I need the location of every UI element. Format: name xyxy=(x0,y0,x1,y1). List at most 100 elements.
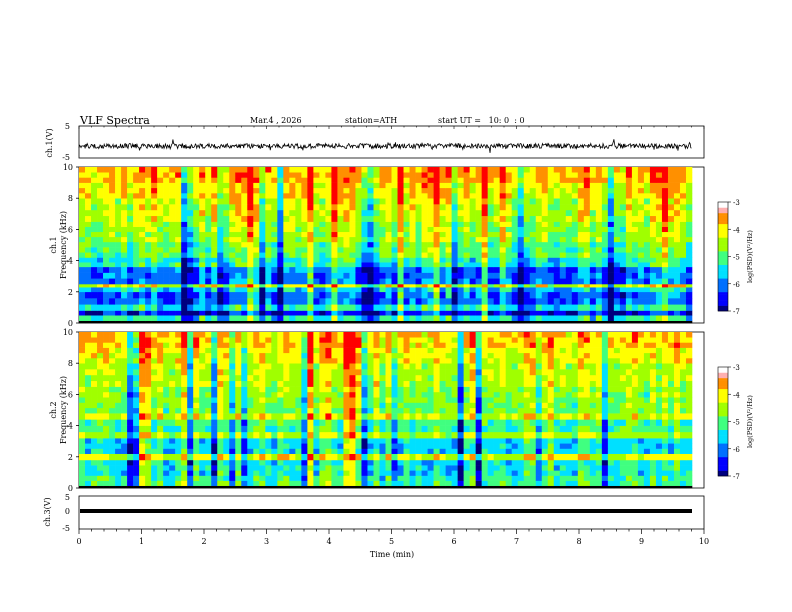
spec2-cells-cell xyxy=(163,470,170,476)
spec1-cells-cell xyxy=(661,221,669,227)
spec1-cells-cell xyxy=(553,262,561,268)
spec1-cells-cell xyxy=(421,236,428,243)
spec1-cells-cell xyxy=(85,193,92,199)
spec2-cells-cell xyxy=(499,453,506,461)
spec1-cells-cell xyxy=(295,167,302,173)
spec1-cells-cell xyxy=(367,262,374,268)
spec1-cells-cell xyxy=(79,182,86,189)
spec1-cells-cell xyxy=(511,247,519,253)
spec2-cells-cell xyxy=(193,431,200,439)
spec1-cells-cell xyxy=(529,298,537,305)
spec1-cells-cell xyxy=(343,221,350,227)
spec1-cells-cell xyxy=(589,204,597,211)
spec1-cells-cell xyxy=(241,215,248,222)
spec1-cells-cell xyxy=(613,231,621,238)
spec1-cells-cell xyxy=(361,167,368,173)
spec1-cells-cell xyxy=(121,177,128,183)
spec2-cells-cell xyxy=(205,448,212,454)
spec2-cells-cell xyxy=(397,459,404,466)
spec2-cells-cell xyxy=(559,443,567,449)
spec1-cells-cell xyxy=(211,182,218,189)
spec2-cells-cell xyxy=(421,425,428,433)
spec2-cells-cell xyxy=(463,485,470,489)
spec1-cells-cell xyxy=(169,262,176,268)
spec2-cells-cell xyxy=(583,465,591,471)
spec2-cells-cell xyxy=(79,438,86,444)
spec1-cells-cell xyxy=(157,304,164,311)
spec1-cells-cell xyxy=(391,315,398,321)
spec2-cells-cell xyxy=(199,438,206,444)
spec1-cells-cell xyxy=(241,287,248,293)
spec1-cells-cell xyxy=(391,215,398,222)
spec1-cells-cell xyxy=(373,193,380,199)
figure-title: VLF Spectra xyxy=(79,114,150,127)
spec1-cells-cell xyxy=(547,252,555,258)
spec2-cells-cell xyxy=(511,419,519,426)
spec2-cells-cell xyxy=(139,425,146,433)
spec1-cells-cell xyxy=(565,247,573,253)
spec1-cells-cell xyxy=(685,287,693,293)
spec2-cells-cell xyxy=(169,465,176,471)
spec2-cells-cell xyxy=(565,465,573,471)
spec1-cells-cell xyxy=(415,182,422,189)
spec2-cells-cell xyxy=(475,485,482,489)
spec1-cells-cell xyxy=(409,241,416,248)
spec2-cells-cell xyxy=(493,438,500,444)
spec2-cells-cell xyxy=(385,470,392,476)
spec1-cells-cell xyxy=(271,320,278,324)
spec2-cells-cell xyxy=(619,470,627,476)
spec2-cells-cell xyxy=(439,453,446,461)
spec1-cells-cell xyxy=(607,298,615,305)
spec2-cells-cell xyxy=(685,431,693,439)
spec1-cells-cell xyxy=(253,284,260,288)
spec2-cells-cell xyxy=(295,465,302,471)
spec1-cells-cell xyxy=(427,172,434,178)
spec1-cells-cell xyxy=(289,298,296,305)
spec1-cells-cell xyxy=(385,262,392,268)
spec1-cells-cell xyxy=(169,204,176,211)
spec1-cells-cell xyxy=(463,182,470,189)
spec2-cells-cell xyxy=(679,391,687,398)
spec2-cells-cell xyxy=(661,407,669,414)
spec1-cells-cell xyxy=(613,272,621,279)
spec1-cells-cell xyxy=(283,221,290,227)
spec1-cells-cell xyxy=(397,272,404,279)
spec2-cells-cell xyxy=(145,485,152,489)
spec1-cells-cell xyxy=(547,320,555,324)
spec1-cells-cell xyxy=(313,204,320,211)
spec1-cells-cell xyxy=(661,177,669,183)
spec2-cells-cell xyxy=(421,475,428,481)
spec1-cells-cell xyxy=(571,172,579,178)
spec1-cells-cell xyxy=(613,315,621,321)
spec1-cells-cell xyxy=(121,215,128,222)
spec2-cells-cell xyxy=(661,425,669,433)
spec1-cells-cell xyxy=(643,193,651,199)
spec1-cells-cell xyxy=(217,182,224,189)
spec2-cells-cell xyxy=(637,438,645,444)
spec1-cells-cell xyxy=(175,198,182,205)
spec2-cells-cell xyxy=(391,438,398,444)
spec1-cells-cell xyxy=(319,320,326,324)
spec1-cells-cell xyxy=(235,310,242,316)
spec1-cells-cell xyxy=(301,287,308,293)
spec1-cells-cell xyxy=(283,252,290,258)
spec1-cells-cell xyxy=(265,209,272,217)
spec1-cells-cell xyxy=(535,315,543,321)
spec1-cells-cell xyxy=(247,172,254,178)
spec1-cells-cell xyxy=(121,198,128,205)
spec1-cells-cell xyxy=(175,241,182,248)
spec1-cells-cell xyxy=(115,187,122,194)
spec2-cells-cell xyxy=(445,453,452,461)
spec1-cells-cell xyxy=(253,187,260,194)
spec2-cells-cell xyxy=(499,470,506,476)
spec2-cells-cell xyxy=(277,386,284,393)
spec1-cells-cell xyxy=(109,236,116,243)
spec2-cells-cell xyxy=(181,443,188,449)
spec2-cells-cell xyxy=(97,402,104,409)
spec2-cells-cell xyxy=(343,443,350,449)
spec2-cells-cell xyxy=(331,413,338,420)
spec1-cells-cell xyxy=(79,252,86,258)
spec1-cells-cell xyxy=(517,262,525,268)
spec2-cells-cell xyxy=(475,448,482,454)
spec1-cells-cell xyxy=(127,193,134,199)
